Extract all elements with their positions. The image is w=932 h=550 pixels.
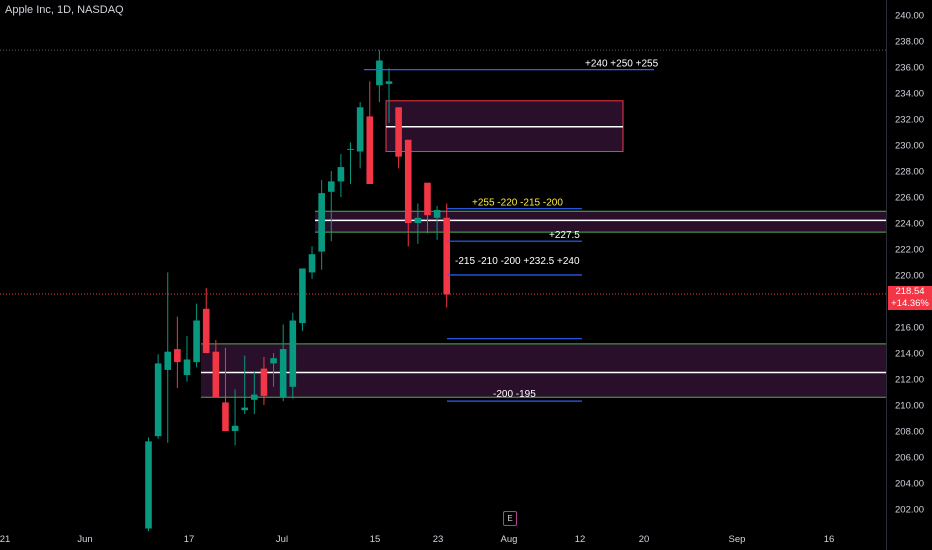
candle-body <box>183 359 191 376</box>
candle-body <box>270 358 277 364</box>
last-price-value: 218.54 <box>895 286 925 297</box>
candle-body <box>222 402 229 431</box>
price-tick-label: 202.00 <box>895 505 924 516</box>
candle-body <box>443 217 451 295</box>
time-tick-label: Jun <box>77 534 92 545</box>
annotation-label: -215 -210 -200 +232.5 +240 <box>455 256 580 267</box>
price-tick-label: 240.00 <box>895 11 924 22</box>
price-tick-label: 236.00 <box>895 63 924 74</box>
last-price-change: +14.36% <box>891 298 929 309</box>
candle-body <box>414 217 422 223</box>
candle-body <box>337 167 345 182</box>
time-tick-label: Sep <box>729 534 746 545</box>
annotation-label: +240 +250 +255 <box>585 59 659 70</box>
candle-body <box>327 181 335 192</box>
candle-body <box>356 107 364 152</box>
candle-body <box>154 363 162 437</box>
price-tick-label: 222.00 <box>895 245 924 256</box>
price-tick-label: 230.00 <box>895 141 924 152</box>
candle-body <box>202 308 210 353</box>
last-price-label: 218.54 +14.36% <box>888 286 932 310</box>
price-tick-label: 228.00 <box>895 167 924 178</box>
price-tick-label: 206.00 <box>895 453 924 464</box>
candle-body <box>260 368 268 396</box>
candle-body <box>289 320 297 387</box>
candle-body <box>212 351 220 398</box>
price-tick-label: 232.00 <box>895 115 924 126</box>
candle-body <box>366 116 374 184</box>
annotations-layer: +240 +250 +255 +255 -220 -215 -200 +227.5 -… <box>364 59 659 402</box>
price-tick-label: 216.00 <box>895 323 924 334</box>
price-tick-label: 212.00 <box>895 375 924 386</box>
candle-body <box>241 407 248 411</box>
annotation-label: +227.5 <box>549 230 580 241</box>
price-tick-label: 224.00 <box>895 219 924 230</box>
price-tick-label: 208.00 <box>895 427 924 438</box>
candle-body <box>251 394 258 400</box>
earnings-badge[interactable]: E <box>503 511 517 526</box>
time-tick-label: Jul <box>276 534 288 545</box>
price-tick-label: 234.00 <box>895 89 924 100</box>
symbol-title: Apple Inc, 1D, NASDAQ <box>5 4 124 16</box>
annotation-label: +255 -220 -215 -200 <box>472 198 563 209</box>
candle-body <box>145 441 152 529</box>
candle-body <box>279 349 287 398</box>
candle-body <box>404 139 412 223</box>
candle-body <box>231 425 239 431</box>
demand-zone <box>201 343 886 398</box>
zones-layer <box>0 49 886 398</box>
candles-layer <box>145 50 451 532</box>
candle-body <box>174 349 181 363</box>
annotation-label: -200 -195 <box>493 389 536 400</box>
time-tick-label: 23 <box>433 534 444 545</box>
candle-body <box>376 60 383 86</box>
time-tick-label: 17 <box>184 534 195 545</box>
price-tick-label: 226.00 <box>895 193 924 204</box>
time-tick-label: 16 <box>824 534 835 545</box>
candle-body <box>164 351 172 370</box>
time-tick-label: 20 <box>639 534 650 545</box>
price-tick-label: 238.00 <box>895 37 924 48</box>
candle-body <box>299 268 306 324</box>
time-tick-label: Aug <box>501 534 518 545</box>
candle-body <box>318 193 325 252</box>
candle-body <box>347 148 354 150</box>
candle-body <box>385 81 393 84</box>
candle-body <box>308 254 316 273</box>
candle-body <box>424 182 431 216</box>
candle-body <box>193 320 200 363</box>
time-tick-label: 21 <box>0 534 10 545</box>
time-tick-label: 12 <box>575 534 586 545</box>
middle-zone <box>315 211 886 233</box>
price-tick-label: 214.00 <box>895 349 924 360</box>
candle-body <box>395 107 402 157</box>
price-tick-label: 210.00 <box>895 401 924 412</box>
time-tick-label: 15 <box>370 534 381 545</box>
price-tick-label: 204.00 <box>895 479 924 490</box>
price-tick-label: 220.00 <box>895 271 924 282</box>
candle-body <box>433 210 441 218</box>
